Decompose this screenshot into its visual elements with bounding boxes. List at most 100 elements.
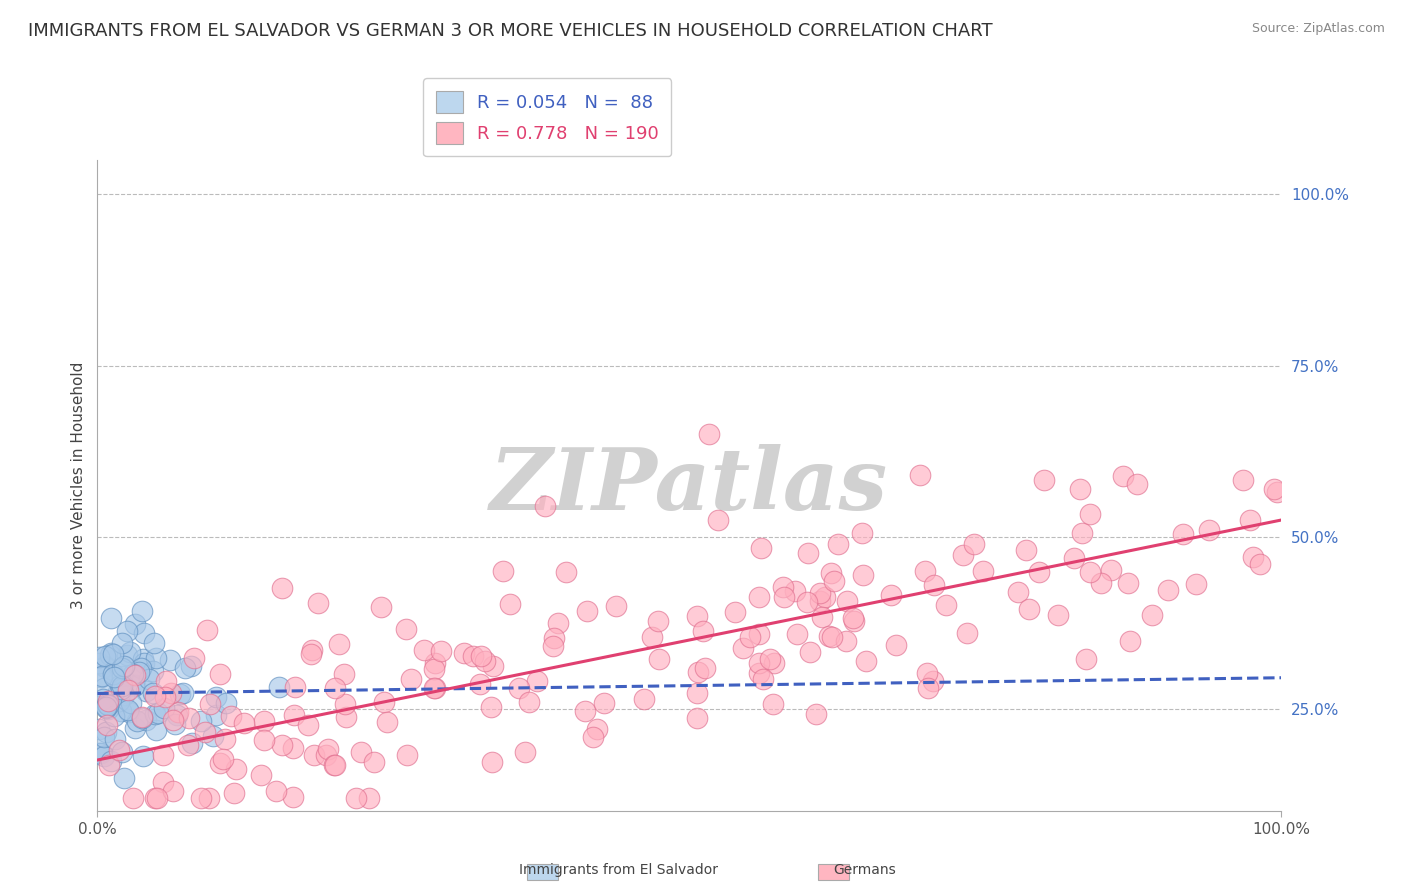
Point bbox=[111, 636, 134, 650]
Point bbox=[461, 648, 484, 663]
Point bbox=[271, 581, 294, 595]
Point bbox=[177, 738, 200, 752]
Point bbox=[132, 651, 155, 665]
Point bbox=[956, 626, 979, 640]
Point bbox=[110, 705, 132, 719]
Point bbox=[138, 673, 160, 687]
Point bbox=[808, 594, 831, 608]
Point bbox=[153, 701, 176, 715]
Point bbox=[174, 661, 197, 675]
Point bbox=[842, 615, 865, 629]
Point bbox=[762, 698, 785, 712]
Point bbox=[146, 790, 169, 805]
Point bbox=[1263, 482, 1285, 496]
Point bbox=[117, 703, 139, 717]
Point bbox=[396, 747, 419, 762]
Point bbox=[316, 742, 339, 756]
Point bbox=[373, 696, 395, 710]
Point bbox=[111, 679, 134, 693]
Point bbox=[162, 784, 184, 798]
Point bbox=[363, 756, 385, 770]
Point bbox=[350, 745, 373, 759]
Point bbox=[146, 706, 169, 720]
Text: Source: ZipAtlas.com: Source: ZipAtlas.com bbox=[1251, 22, 1385, 36]
Text: ZIPatlas: ZIPatlas bbox=[491, 444, 889, 527]
Point bbox=[692, 624, 714, 638]
Point bbox=[814, 591, 837, 605]
Point bbox=[733, 640, 755, 655]
Point bbox=[108, 693, 131, 707]
Point bbox=[162, 714, 184, 728]
Point bbox=[180, 735, 202, 749]
Point bbox=[166, 707, 188, 722]
Point bbox=[112, 771, 135, 785]
Point bbox=[1157, 583, 1180, 598]
Point bbox=[143, 706, 166, 721]
Point bbox=[98, 757, 121, 772]
Point bbox=[224, 786, 246, 800]
Point bbox=[142, 664, 165, 678]
Point bbox=[914, 565, 936, 579]
Point bbox=[1063, 551, 1085, 566]
Point bbox=[1112, 468, 1135, 483]
Point bbox=[413, 643, 436, 657]
Point bbox=[835, 634, 858, 648]
Point bbox=[323, 681, 346, 696]
Point bbox=[740, 630, 762, 644]
Point bbox=[585, 722, 607, 736]
Point bbox=[172, 686, 194, 700]
Point bbox=[112, 688, 135, 702]
Point bbox=[117, 682, 139, 697]
Point bbox=[135, 684, 157, 698]
Point bbox=[143, 790, 166, 805]
Point bbox=[1198, 524, 1220, 538]
Point bbox=[806, 707, 828, 722]
Point bbox=[811, 610, 834, 624]
Point bbox=[93, 659, 115, 673]
Point bbox=[145, 650, 167, 665]
Point bbox=[1249, 557, 1271, 571]
Point bbox=[827, 536, 849, 550]
Point bbox=[97, 694, 120, 708]
Point bbox=[122, 679, 145, 693]
Point bbox=[1142, 607, 1164, 622]
Point bbox=[821, 630, 844, 644]
Point bbox=[915, 666, 938, 681]
Point bbox=[97, 701, 120, 715]
Point bbox=[281, 790, 304, 805]
Point bbox=[515, 745, 537, 759]
Point bbox=[335, 710, 357, 724]
Text: Immigrants from El Salvador: Immigrants from El Salvador bbox=[519, 863, 718, 877]
Point bbox=[1265, 484, 1288, 499]
Point bbox=[799, 644, 821, 658]
Point bbox=[508, 681, 530, 695]
Point bbox=[101, 647, 124, 661]
Point bbox=[205, 708, 228, 723]
Point bbox=[115, 648, 138, 663]
Point bbox=[269, 680, 291, 694]
Point bbox=[200, 698, 222, 712]
Point bbox=[1080, 508, 1102, 522]
Point bbox=[772, 580, 794, 594]
Point bbox=[908, 467, 931, 482]
Point bbox=[818, 629, 841, 643]
Point bbox=[101, 667, 124, 681]
Point bbox=[271, 738, 294, 752]
Point bbox=[1173, 526, 1195, 541]
Point bbox=[94, 660, 117, 674]
Point bbox=[100, 646, 122, 660]
Point bbox=[582, 730, 605, 744]
Point bbox=[1116, 576, 1139, 591]
Point bbox=[145, 723, 167, 738]
Point bbox=[605, 599, 627, 614]
Point bbox=[972, 564, 994, 578]
Point bbox=[423, 656, 446, 670]
Point bbox=[917, 681, 939, 695]
Point bbox=[103, 732, 125, 747]
Point bbox=[526, 673, 548, 688]
Point bbox=[543, 632, 565, 646]
Point bbox=[430, 644, 453, 658]
Point bbox=[124, 678, 146, 692]
Point bbox=[517, 694, 540, 708]
Point bbox=[120, 697, 142, 711]
